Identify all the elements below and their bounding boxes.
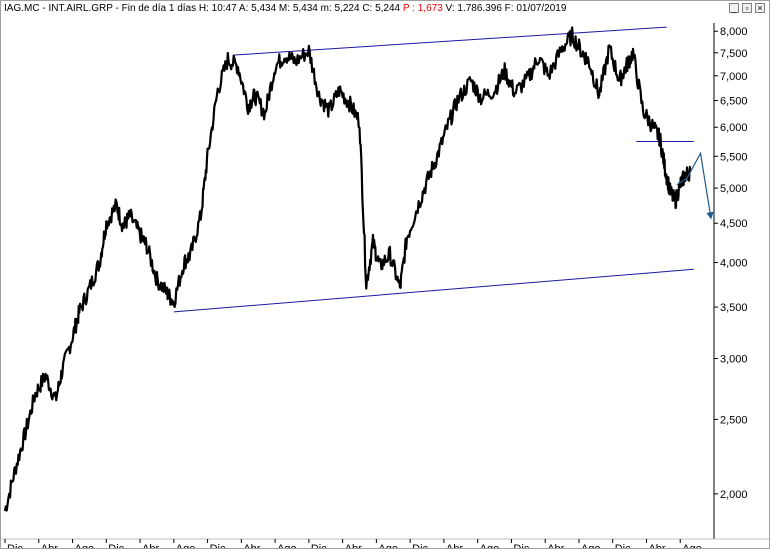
projection-layer — [676, 151, 714, 220]
x-tick-label: Dic — [108, 543, 124, 548]
y-tick-label: 6,500 — [720, 96, 748, 108]
y-tick-label: 7,500 — [720, 48, 748, 60]
x-tick-label: Dic — [7, 543, 23, 548]
x-tick-label: Ago — [581, 543, 601, 548]
x-tick-label: Ago — [682, 543, 702, 548]
x-tick-label: Dic — [412, 543, 428, 548]
minimize-button[interactable]: _ — [729, 3, 739, 13]
x-tick-label: Ago — [480, 543, 500, 548]
x-tick-label: Abr — [142, 543, 159, 548]
x-tick-label: Dic — [615, 543, 631, 548]
price-series — [3, 26, 662, 512]
x-tick-label: Dic — [210, 543, 226, 548]
x-tick-label: Abr — [243, 543, 260, 548]
close-button[interactable]: × — [755, 3, 765, 13]
title-suffix: V: 1.786.396 F: 01/07/2019 — [442, 3, 567, 14]
trendline — [234, 26, 667, 56]
restore-button[interactable]: ▫ — [742, 3, 752, 13]
y-tick-label: 5,500 — [720, 151, 748, 163]
title-change: P : 1,673 — [402, 3, 443, 14]
y-tick-label: 5,000 — [720, 183, 748, 195]
x-tick-label: Ago — [277, 543, 297, 548]
x-tick-label: Ago — [176, 543, 196, 548]
x-tick-label: Abr — [41, 543, 58, 548]
price-series-layer — [3, 26, 692, 512]
y-tick-label: 2,500 — [720, 414, 748, 426]
y-tick-label: 4,500 — [720, 218, 748, 230]
trendline-layer — [173, 26, 694, 313]
plot-area — [1, 23, 769, 540]
x-tick-label: Dic — [513, 543, 529, 548]
y-tick-label: 7,000 — [720, 71, 748, 83]
projection-arrow — [676, 151, 714, 220]
trendline — [173, 268, 694, 313]
y-tick-label: 8,000 — [720, 26, 748, 38]
x-tick-label: Dic — [311, 543, 327, 548]
y-tick-label: 3,500 — [720, 302, 748, 314]
y-tick-label: 4,000 — [720, 258, 748, 270]
price-chart: 8,000 7,500 7,000 6,500 6,000 5,500 5,000 4,500… — [1, 23, 769, 548]
y-axis: 8,000 7,500 7,000 6,500 6,000 5,500 5,000 4,500… — [714, 26, 748, 501]
x-tick-label: Abr — [648, 543, 665, 548]
x-tick-label: Abr — [446, 543, 463, 548]
y-tick-label: 3,000 — [720, 354, 748, 366]
x-tick-label: Abr — [547, 543, 564, 548]
x-tick-label: Abr — [345, 543, 362, 548]
x-tick-label: Ago — [75, 543, 95, 548]
y-tick-label: 2,000 — [720, 489, 748, 501]
title-prefix: IAG.MC - INT.AIRL.GRP - Fin de día 1 día… — [4, 3, 403, 14]
window-title: IAG.MC - INT.AIRL.GRP - Fin de día 1 día… — [4, 1, 566, 17]
x-tick-label: Ago — [378, 543, 398, 548]
y-tick-label: 6,000 — [720, 122, 748, 134]
title-bar: IAG.MC - INT.AIRL.GRP - Fin de día 1 día… — [1, 1, 769, 17]
x-axis: Dic Abr Ago Dic Abr Ago Dic Abr Ago Dic Abr Ago Dic A… — [4, 539, 702, 548]
price-series — [658, 132, 692, 210]
